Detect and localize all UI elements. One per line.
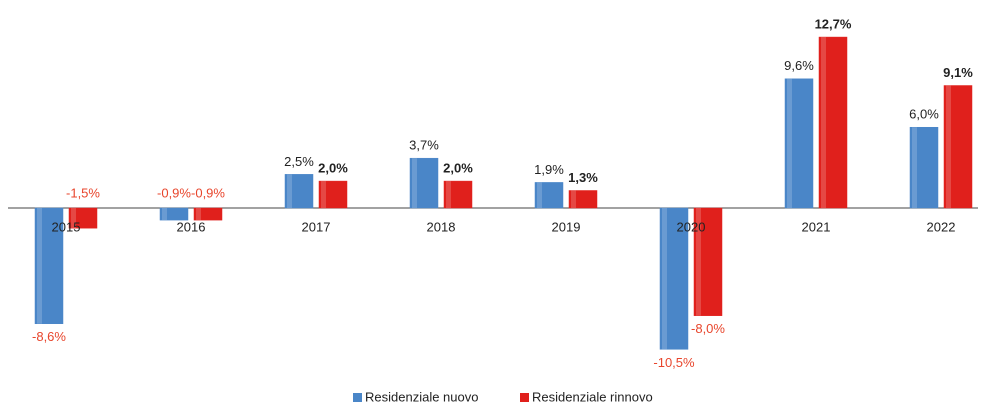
- bar-highlight: [821, 37, 826, 208]
- x-tick-label: 2022: [927, 219, 956, 234]
- value-label: 9,1%: [943, 65, 973, 80]
- bar-highlight: [571, 190, 576, 208]
- bar: [159, 207, 189, 221]
- value-label: 2,0%: [318, 161, 348, 176]
- value-label: -8,6%: [32, 329, 66, 344]
- legend-swatch: [353, 393, 362, 402]
- bar-highlight: [162, 208, 167, 221]
- bar: [568, 190, 598, 209]
- bar-highlight: [321, 181, 326, 208]
- bar-highlight: [537, 182, 542, 208]
- value-label: -0,9%: [191, 185, 225, 200]
- bar: [818, 36, 848, 209]
- x-tick-label: 2020: [677, 219, 706, 234]
- bar: [34, 207, 64, 325]
- bar: [659, 207, 689, 350]
- bar-highlight: [71, 208, 76, 229]
- bar-highlight: [912, 127, 917, 208]
- x-tick-label: 2017: [302, 219, 331, 234]
- value-label: 3,7%: [409, 138, 439, 153]
- bar: [284, 174, 314, 209]
- value-label: 12,7%: [815, 16, 852, 31]
- bar-highlight: [696, 208, 701, 316]
- legend-swatch: [520, 393, 529, 402]
- bar: [409, 157, 439, 209]
- value-label: 2,0%: [443, 161, 473, 176]
- value-label: -8,0%: [691, 321, 725, 336]
- legend-label: Residenziale nuovo: [365, 389, 478, 404]
- x-tick-label: 2015: [52, 219, 81, 234]
- bar-highlight: [446, 181, 451, 208]
- value-label: 9,6%: [784, 58, 814, 73]
- bar: [693, 207, 723, 316]
- bar-highlight: [946, 85, 951, 208]
- x-tick-label: 2018: [427, 219, 456, 234]
- value-label: 2,5%: [284, 154, 314, 169]
- bar: [193, 207, 223, 221]
- x-tick-label: 2021: [802, 219, 831, 234]
- bar: [68, 207, 98, 229]
- value-label: -10,5%: [653, 355, 695, 370]
- bar: [318, 180, 348, 209]
- x-tick-label: 2016: [177, 219, 206, 234]
- value-label: -1,5%: [66, 185, 100, 200]
- bar-highlight: [662, 208, 667, 350]
- bar: [534, 182, 564, 209]
- value-label: 1,9%: [534, 162, 564, 177]
- bar: [784, 78, 814, 209]
- value-label: 6,0%: [909, 107, 939, 122]
- legend-label: Residenziale rinnovo: [532, 389, 653, 404]
- value-label: 1,3%: [568, 170, 598, 185]
- bar-highlight: [412, 158, 417, 208]
- value-label: -0,9%: [157, 185, 191, 200]
- bar: [909, 126, 939, 209]
- bar-highlight: [37, 208, 42, 324]
- x-tick-label: 2019: [552, 219, 581, 234]
- bar: [443, 180, 473, 209]
- bar-highlight: [287, 174, 292, 208]
- bar-highlight: [787, 78, 792, 208]
- bar-highlight: [196, 208, 201, 221]
- bar: [943, 85, 973, 209]
